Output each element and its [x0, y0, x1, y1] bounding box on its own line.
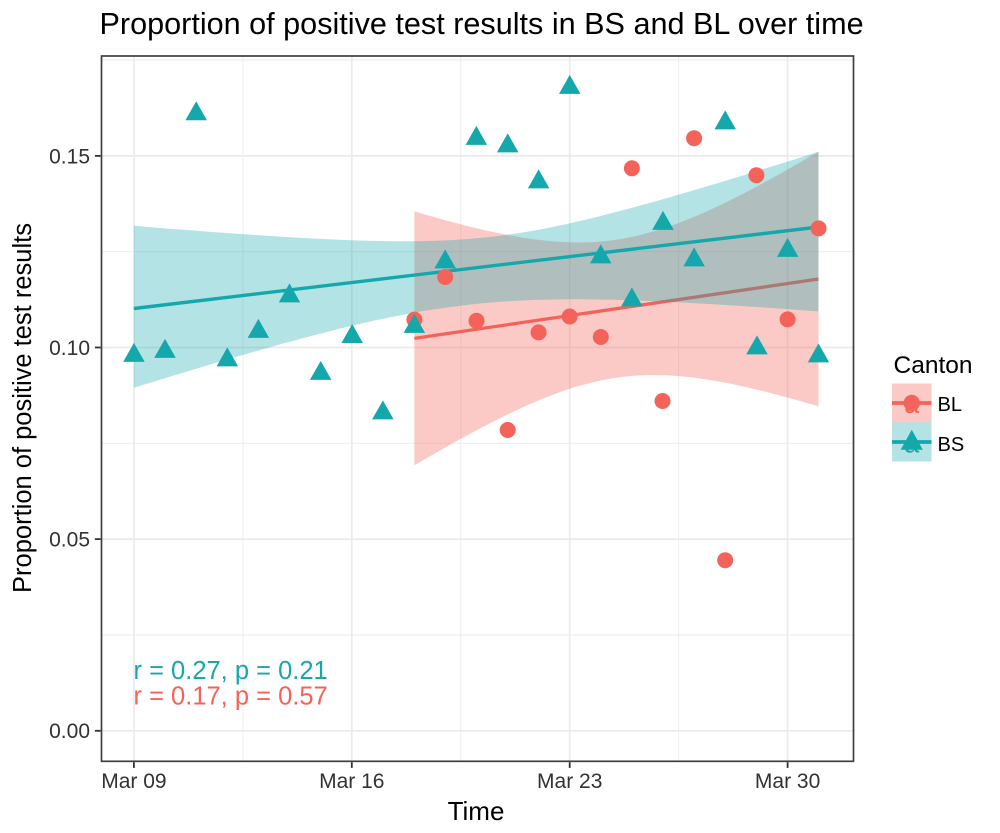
svg-text:Mar 30: Mar 30 [755, 770, 820, 793]
svg-text:0.05: 0.05 [49, 529, 90, 552]
svg-text:0.10: 0.10 [49, 337, 90, 360]
svg-text:Proportion of positive test re: Proportion of positive test results in B… [100, 7, 864, 41]
svg-text:BL: BL [938, 394, 962, 416]
svg-text:Mar 09: Mar 09 [101, 770, 166, 793]
svg-text:Mar 16: Mar 16 [319, 770, 384, 793]
svg-text:BS: BS [938, 434, 965, 456]
svg-text:r = 0.27, p = 0.21: r = 0.27, p = 0.21 [134, 657, 328, 685]
svg-text:0.15: 0.15 [49, 145, 90, 168]
svg-text:Proportion of positive test re: Proportion of positive test results [9, 223, 37, 593]
svg-text:Canton: Canton [894, 352, 973, 379]
svg-text:r = 0.17, p = 0.57: r = 0.17, p = 0.57 [134, 683, 328, 711]
svg-text:Time: Time [448, 796, 505, 826]
svg-text:0.00: 0.00 [49, 720, 90, 743]
svg-text:Mar 23: Mar 23 [537, 770, 602, 793]
